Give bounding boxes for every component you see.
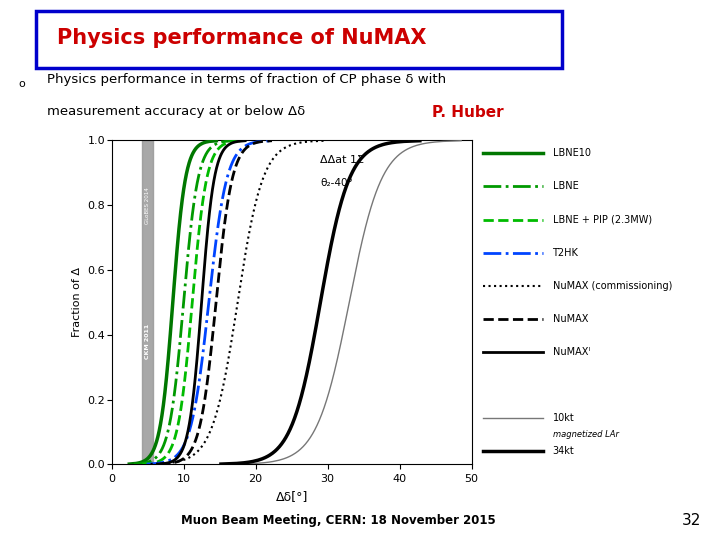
Bar — [142, 140, 153, 464]
Text: 10kt: 10kt — [552, 413, 575, 423]
Text: θ₂-40°: θ₂-40° — [320, 178, 353, 188]
X-axis label: Δδ[°]: Δδ[°] — [276, 490, 307, 503]
Text: NuMAXᴵ: NuMAXᴵ — [552, 347, 590, 357]
Text: Physics performance in terms of fraction of CP phase δ with: Physics performance in terms of fraction… — [47, 73, 446, 86]
Text: magnetized LAr: magnetized LAr — [552, 430, 618, 440]
Y-axis label: Fraction of Δ: Fraction of Δ — [72, 267, 82, 338]
Text: LBNE + PIP (2.3MW): LBNE + PIP (2.3MW) — [552, 214, 652, 225]
Text: LBNE: LBNE — [552, 181, 578, 192]
Text: Physics performance of Nu​MAX: Physics performance of Nu​MAX — [57, 28, 426, 48]
Text: P. Huber: P. Huber — [432, 105, 503, 120]
Text: 34kt: 34kt — [552, 447, 575, 456]
Text: ΔΔat 1Σ: ΔΔat 1Σ — [320, 155, 364, 165]
Text: 32: 32 — [682, 513, 701, 528]
Text: LBNE10: LBNE10 — [552, 148, 590, 158]
Text: T2HK: T2HK — [552, 248, 578, 258]
Text: o: o — [18, 79, 24, 89]
Text: NuMAX: NuMAX — [552, 314, 588, 324]
Text: GLoBES 2014: GLoBES 2014 — [145, 187, 150, 224]
Text: NuMAX (commissioning): NuMAX (commissioning) — [552, 281, 672, 291]
Text: CKM 2011: CKM 2011 — [145, 323, 150, 359]
FancyBboxPatch shape — [36, 11, 562, 68]
Text: Muon Beam Meeting, CERN: 18 November 2015: Muon Beam Meeting, CERN: 18 November 201… — [181, 514, 496, 527]
Text: measurement accuracy at or below Δδ: measurement accuracy at or below Δδ — [47, 105, 305, 118]
